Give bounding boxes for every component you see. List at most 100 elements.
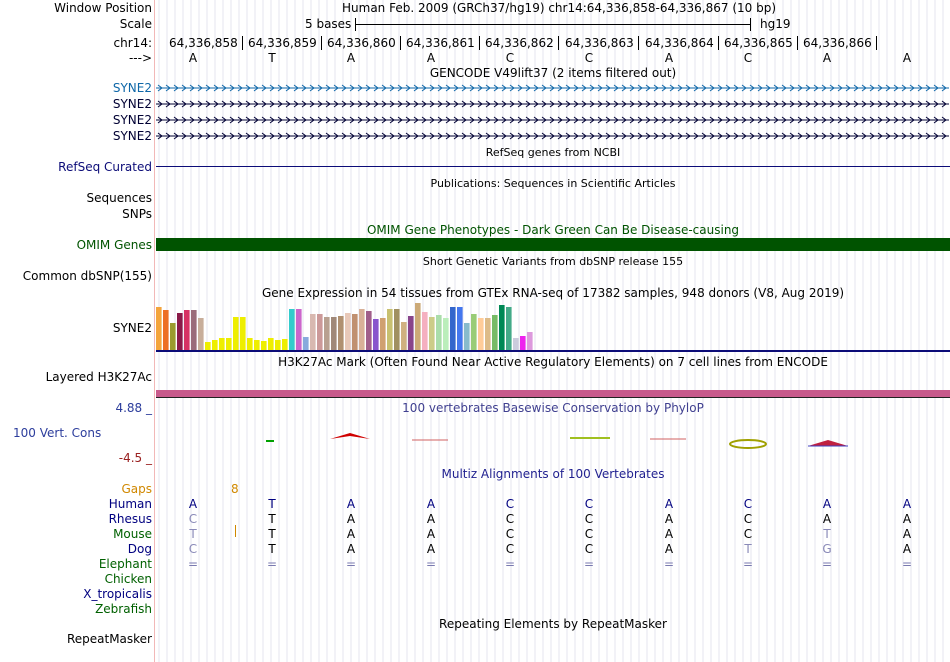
gtex-tissue-bar[interactable] <box>527 332 533 350</box>
species-label-zebrafish[interactable]: Zebrafish <box>95 602 152 616</box>
gtex-tissue-bar[interactable] <box>254 340 260 350</box>
gtex-tissue-bar[interactable] <box>415 303 421 350</box>
species-label-x_tropicalis[interactable]: X_tropicalis <box>83 587 152 601</box>
species-label-mouse[interactable]: Mouse <box>113 527 152 541</box>
gencode-transcript-1[interactable] <box>156 84 949 92</box>
gtex-tissue-bar[interactable] <box>338 316 344 350</box>
gtex-tissue-bar[interactable] <box>289 309 295 350</box>
gtex-tissue-bar[interactable] <box>436 315 442 350</box>
gtex-tissue-bar[interactable] <box>247 338 253 350</box>
gtex-tissue-bar[interactable] <box>310 314 316 350</box>
gtex-tissue-bar[interactable] <box>359 309 365 350</box>
gencode-transcript-3[interactable] <box>156 116 949 124</box>
gtex-expression-barchart[interactable] <box>156 300 536 350</box>
repeatmasker-label[interactable]: RepeatMasker <box>66 632 152 646</box>
gtex-tissue-bar[interactable] <box>163 310 169 350</box>
gencode-gene-label-3[interactable]: SYNE2 <box>112 113 152 127</box>
gtex-tissue-bar[interactable] <box>296 309 302 350</box>
sequences-label[interactable]: Sequences <box>86 191 152 205</box>
gtex-tissue-bar[interactable] <box>408 316 414 350</box>
gtex-tissue-bar[interactable] <box>240 317 246 350</box>
gtex-tissue-bar[interactable] <box>422 312 428 350</box>
refseq-gene-line[interactable] <box>156 166 950 167</box>
gtex-tissue-bar[interactable] <box>429 317 435 350</box>
reference-base: A <box>346 51 356 65</box>
repeatmasker-title[interactable]: Repeating Elements by RepeatMasker <box>439 617 667 631</box>
gencode-transcript-4[interactable] <box>156 132 949 140</box>
omim-gene-bar[interactable] <box>156 238 950 251</box>
h3k27ac-label[interactable]: Layered H3K27Ac <box>45 370 152 384</box>
gtex-tissue-bar[interactable] <box>226 338 232 350</box>
gtex-tissue-bar[interactable] <box>485 318 491 350</box>
omim-title[interactable]: OMIM Gene Phenotypes - Dark Green Can Be… <box>366 223 740 237</box>
species-label-dog[interactable]: Dog <box>127 542 152 556</box>
gtex-tissue-bar[interactable] <box>177 313 183 350</box>
phylop-label[interactable]: 100 Vert. Cons <box>13 426 102 440</box>
alignment-base: = <box>583 557 595 571</box>
gtex-tissue-bar[interactable] <box>184 310 190 350</box>
gtex-tissue-bar[interactable] <box>275 340 281 350</box>
gtex-tissue-bar[interactable] <box>331 317 337 350</box>
gtex-tissue-bar[interactable] <box>303 337 309 350</box>
gencode-gene-label-1[interactable]: SYNE2 <box>112 81 152 95</box>
gtex-tissue-bar[interactable] <box>219 338 225 350</box>
gtex-label[interactable]: SYNE2 <box>112 321 152 335</box>
species-label-elephant[interactable]: Elephant <box>98 557 152 571</box>
gtex-tissue-bar[interactable] <box>366 311 372 350</box>
sequences-title[interactable]: Publications: Sequences in Scientific Ar… <box>430 177 676 190</box>
gtex-tissue-bar[interactable] <box>156 307 162 350</box>
multiz-title[interactable]: Multiz Alignments of 100 Vertebrates <box>441 467 665 481</box>
gaps-label[interactable]: Gaps <box>121 482 152 496</box>
h3k27ac-signal-bar[interactable] <box>156 390 950 397</box>
gtex-tissue-bar[interactable] <box>324 317 330 350</box>
alignment-base: = <box>345 557 357 571</box>
gtex-title[interactable]: Gene Expression in 54 tissues from GTEx … <box>261 286 845 300</box>
gtex-tissue-bar[interactable] <box>520 336 526 350</box>
dbsnp-title[interactable]: Short Genetic Variants from dbSNP releas… <box>422 255 684 268</box>
h3k27ac-title[interactable]: H3K27Ac Mark (Often Found Near Active Re… <box>278 355 828 369</box>
scale-label: Scale <box>119 17 152 31</box>
species-label-chicken[interactable]: Chicken <box>104 572 152 586</box>
gtex-tissue-bar[interactable] <box>450 307 456 350</box>
gtex-tissue-bar[interactable] <box>464 323 470 350</box>
dbsnp-label[interactable]: Common dbSNP(155) <box>22 269 152 283</box>
gtex-tissue-bar[interactable] <box>233 317 239 350</box>
gencode-gene-label-2[interactable]: SYNE2 <box>112 97 152 111</box>
gtex-tissue-bar[interactable] <box>317 314 323 350</box>
gencode-gene-label-4[interactable]: SYNE2 <box>112 129 152 143</box>
gtex-tissue-bar[interactable] <box>170 323 176 350</box>
gtex-tissue-bar[interactable] <box>345 313 351 350</box>
gtex-tissue-bar[interactable] <box>198 318 204 350</box>
gtex-tissue-bar[interactable] <box>191 310 197 350</box>
gtex-tissue-bar[interactable] <box>268 338 274 350</box>
gtex-tissue-bar[interactable] <box>380 318 386 350</box>
gencode-transcript-2[interactable] <box>156 100 949 108</box>
gtex-tissue-bar[interactable] <box>352 314 358 350</box>
gtex-tissue-bar[interactable] <box>471 314 477 350</box>
alignment-base: C <box>743 497 753 511</box>
gtex-tissue-bar[interactable] <box>513 338 519 350</box>
gtex-tissue-bar[interactable] <box>261 341 267 350</box>
species-label-rhesus[interactable]: Rhesus <box>108 512 152 526</box>
gtex-tissue-bar[interactable] <box>212 340 218 350</box>
gtex-tissue-bar[interactable] <box>478 318 484 350</box>
gtex-tissue-bar[interactable] <box>492 315 498 350</box>
gtex-tissue-bar[interactable] <box>394 309 400 350</box>
gtex-tissue-bar[interactable] <box>506 307 512 350</box>
species-label-human[interactable]: Human <box>108 497 152 511</box>
gtex-tissue-bar[interactable] <box>205 342 211 350</box>
phylop-title[interactable]: 100 vertebrates Basewise Conservation by… <box>402 401 704 415</box>
omim-label[interactable]: OMIM Genes <box>76 238 152 252</box>
gtex-tissue-bar[interactable] <box>387 309 393 350</box>
gtex-tissue-bar[interactable] <box>401 322 407 350</box>
phylop-conservation-plot[interactable] <box>156 428 950 450</box>
gtex-tissue-bar[interactable] <box>499 305 505 350</box>
gtex-tissue-bar[interactable] <box>443 318 449 350</box>
refseq-title[interactable]: RefSeq genes from NCBI <box>485 146 621 159</box>
gtex-tissue-bar[interactable] <box>373 319 379 350</box>
gencode-title[interactable]: GENCODE V49lift37 (2 items filtered out) <box>429 66 677 80</box>
gtex-tissue-bar[interactable] <box>282 339 288 350</box>
snps-label[interactable]: SNPs <box>122 207 152 221</box>
refseq-label[interactable]: RefSeq Curated <box>58 160 152 174</box>
gtex-tissue-bar[interactable] <box>457 307 463 350</box>
